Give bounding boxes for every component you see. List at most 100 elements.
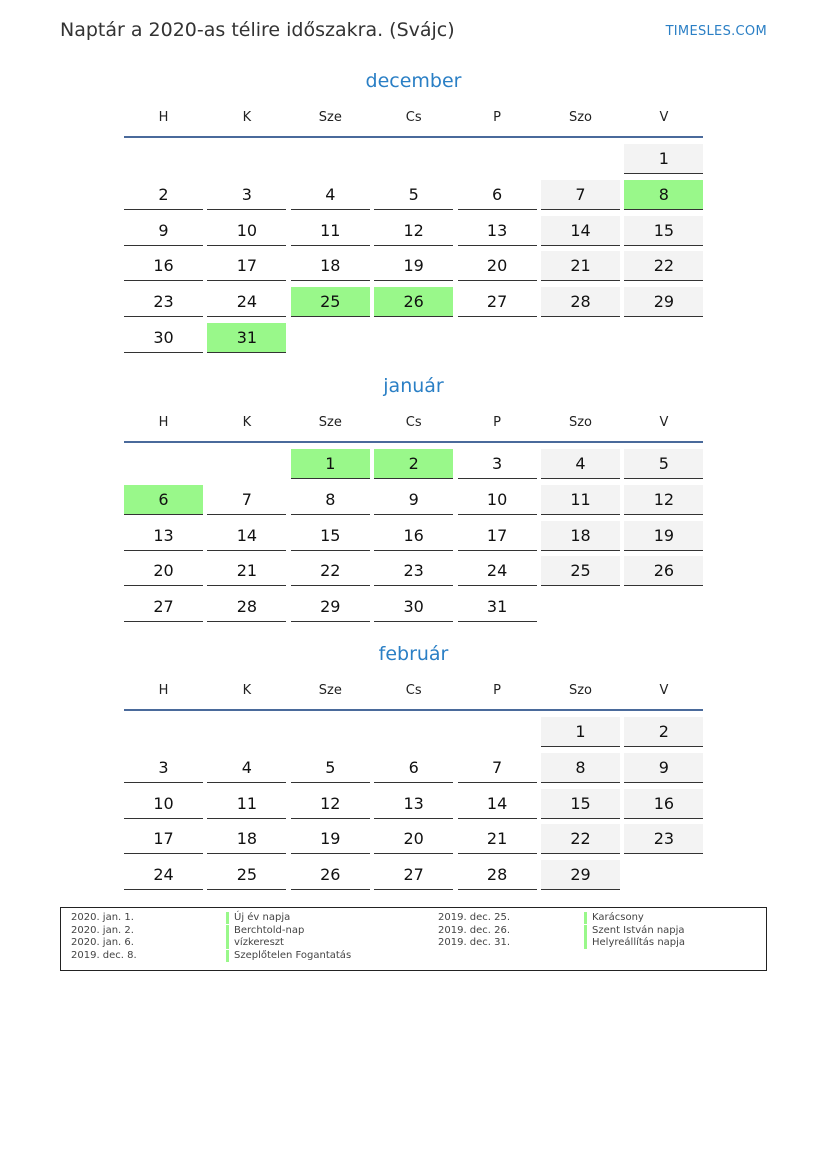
- day-cell: 15: [624, 215, 704, 246]
- day-cell: 24: [457, 556, 537, 587]
- holiday-legend: 2020. jan. 1. Új év napja 2020. jan. 2. Ber…: [60, 907, 767, 971]
- day-cell: 28: [457, 860, 537, 891]
- day-cell: 26: [290, 860, 370, 891]
- legend-date: 2019. dec. 31.: [438, 937, 511, 949]
- weekday-header: P: [493, 683, 502, 698]
- day-cell: 16: [624, 788, 704, 819]
- weekday-header: Cs: [405, 415, 422, 430]
- day-cell: 6: [124, 484, 203, 515]
- day-cell: 8: [290, 485, 370, 515]
- day-cell: 26: [374, 287, 454, 318]
- day-cell: 28: [541, 287, 620, 318]
- day-cell: 22: [624, 251, 704, 282]
- day-cell: 4: [541, 449, 620, 479]
- day-cell: 11: [207, 789, 287, 819]
- legend-holiday-name: vízkereszt: [226, 937, 284, 950]
- weekday-header: Sze: [318, 110, 342, 125]
- month-title: december: [365, 70, 462, 92]
- day-cell: 25: [290, 287, 370, 318]
- day-cell: 29: [624, 287, 704, 318]
- legend-holiday-name: Berchtold-nap: [226, 924, 304, 937]
- day-cell: 5: [624, 449, 704, 479]
- legend-date: 2019. dec. 26.: [438, 924, 511, 936]
- month-title: február: [378, 643, 449, 665]
- day-cell: 27: [374, 860, 454, 891]
- brand-link[interactable]: TIMESLES.COM: [665, 24, 767, 39]
- weekday-header: V: [659, 110, 669, 125]
- day-cell: 19: [374, 251, 454, 282]
- day-cell: 20: [374, 824, 454, 855]
- weekday-header: K: [242, 683, 252, 698]
- day-cell: 22: [541, 824, 620, 855]
- day-cell: 2: [374, 449, 454, 479]
- day-cell: 23: [374, 556, 454, 587]
- legend-date: 2020. jan. 2.: [71, 924, 134, 936]
- weekday-header: K: [242, 415, 252, 430]
- day-cell: 3: [457, 449, 537, 479]
- day-cell: 2: [624, 717, 704, 747]
- weekday-header: H: [158, 415, 169, 430]
- day-cell: 23: [624, 824, 704, 855]
- day-cell: 8: [541, 752, 620, 783]
- day-cell: 3: [124, 753, 203, 783]
- weekday-header: H: [158, 110, 169, 125]
- day-cell: 18: [207, 824, 287, 855]
- day-cell: 13: [124, 521, 203, 551]
- day-cell: 16: [124, 251, 203, 282]
- weekday-header: V: [659, 415, 669, 430]
- day-cell: 13: [374, 789, 454, 819]
- day-cell: 11: [541, 484, 620, 515]
- day-cell: 5: [290, 753, 370, 783]
- weekday-header: Szo: [568, 110, 593, 125]
- weekday-header: Cs: [405, 683, 422, 698]
- day-cell: 13: [457, 216, 537, 246]
- day-cell: 30: [124, 323, 203, 353]
- weekday-header: V: [659, 683, 669, 698]
- day-cell: 10: [207, 216, 287, 246]
- day-cell: 1: [541, 717, 620, 747]
- day-cell: 6: [457, 180, 537, 210]
- day-cell: 9: [624, 752, 704, 783]
- day-cell: 15: [290, 521, 370, 551]
- day-cell: 30: [374, 592, 454, 623]
- day-cell: 9: [124, 216, 203, 246]
- day-cell: 1: [624, 144, 704, 174]
- day-cell: 7: [541, 179, 620, 210]
- day-cell: 22: [290, 556, 370, 587]
- day-cell: 20: [457, 251, 537, 282]
- day-cell: 29: [290, 592, 370, 623]
- day-cell: 31: [457, 592, 537, 623]
- day-cell: 26: [624, 556, 704, 587]
- day-cell: 23: [124, 287, 203, 318]
- day-cell: 16: [374, 521, 454, 551]
- day-cell: 31: [207, 323, 287, 353]
- legend-date: 2019. dec. 8.: [71, 949, 137, 961]
- day-cell: 21: [207, 556, 287, 587]
- header-divider: [124, 441, 703, 443]
- day-cell: 2: [124, 180, 203, 210]
- day-cell: 21: [457, 824, 537, 855]
- day-cell: 12: [374, 216, 454, 246]
- day-cell: 12: [290, 789, 370, 819]
- day-cell: 6: [374, 753, 454, 783]
- day-cell: 17: [124, 824, 203, 855]
- legend-date: 2020. jan. 1.: [71, 912, 134, 923]
- day-cell: 25: [207, 860, 287, 891]
- day-cell: 7: [457, 753, 537, 783]
- day-cell: 4: [290, 180, 370, 210]
- day-cell: 11: [290, 216, 370, 246]
- weekday-header: Cs: [405, 110, 422, 125]
- weekday-header: H: [158, 683, 169, 698]
- day-cell: 12: [624, 484, 704, 515]
- weekday-header: P: [493, 110, 502, 125]
- weekday-header: Szo: [568, 415, 593, 430]
- day-cell: 17: [457, 521, 537, 551]
- day-cell: 19: [624, 520, 704, 551]
- day-cell: 10: [457, 485, 537, 515]
- day-cell: 27: [124, 592, 203, 623]
- weekday-header: Sze: [318, 415, 342, 430]
- day-cell: 27: [457, 287, 537, 318]
- day-cell: 4: [207, 753, 287, 783]
- weekday-header: Sze: [318, 683, 342, 698]
